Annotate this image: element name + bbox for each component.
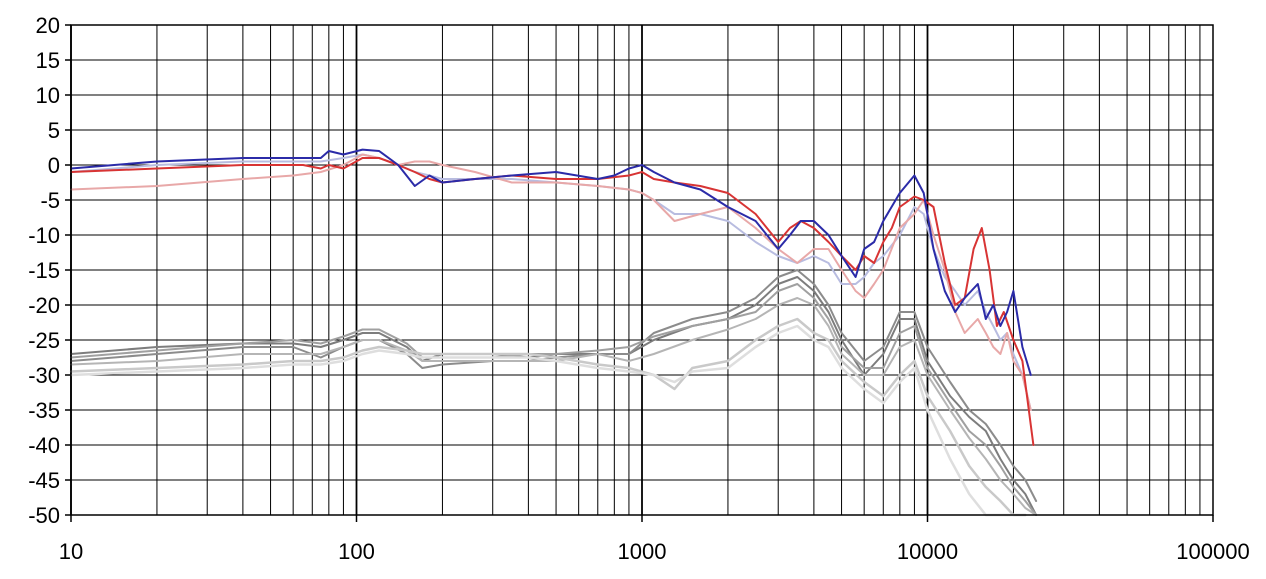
- x-tick-label: 100000: [1176, 539, 1249, 564]
- y-tick-label: -35: [28, 398, 60, 423]
- series-line-8: [70, 297, 1038, 516]
- series-line-5: [70, 276, 1038, 516]
- x-tick-label: 10000: [897, 539, 958, 564]
- y-tick-label: 15: [36, 48, 60, 73]
- series-line-10: [69, 324, 1015, 517]
- y-tick-label: 5: [48, 118, 60, 143]
- y-tick-label: 10: [36, 83, 60, 108]
- y-tick-label: -25: [28, 328, 60, 353]
- x-tick-label: 1000: [618, 539, 667, 564]
- y-tick-label: -20: [28, 293, 60, 318]
- series-line-9: [69, 317, 1027, 517]
- y-tick-label: -30: [28, 363, 60, 388]
- y-tick-label: 0: [48, 153, 60, 178]
- y-tick-label: -10: [28, 223, 60, 248]
- chart-series: [69, 148, 1038, 517]
- series-line-7: [70, 283, 1038, 516]
- x-tick-label: 10: [59, 539, 83, 564]
- y-tick-label: -50: [28, 503, 60, 528]
- y-tick-label: -15: [28, 258, 60, 283]
- chart-grid: [70, 24, 1213, 516]
- series-line-4: [70, 153, 1032, 411]
- tick-labels: 10 100 1000 10000 100000 20 15 10 5 0 -5 -10 -15 -20 -…: [28, 13, 1250, 564]
- series-line-3: [70, 153, 1032, 411]
- y-tick-label: -45: [28, 468, 60, 493]
- x-tick-label: 100: [338, 539, 375, 564]
- series-line-2: [70, 157, 1035, 446]
- y-tick-label: -40: [28, 433, 60, 458]
- y-tick-label: 20: [36, 13, 60, 38]
- y-tick-label: -5: [40, 188, 60, 213]
- series-line-1: [70, 148, 1032, 376]
